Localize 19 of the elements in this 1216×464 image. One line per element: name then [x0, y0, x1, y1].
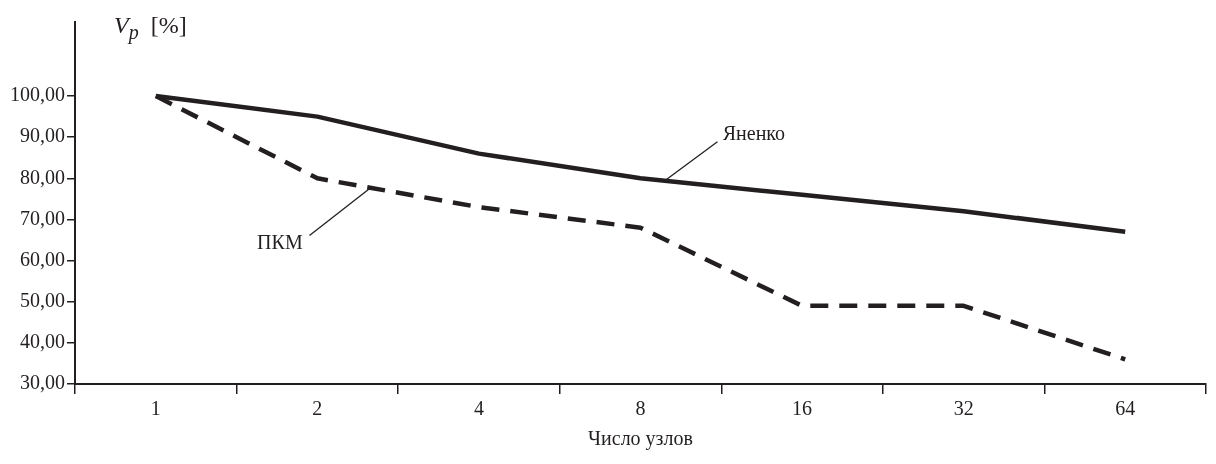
y-tick-label: 50,00 [20, 288, 65, 311]
x-tick-label: 16 [792, 397, 813, 420]
y-axis-title: V$_{p}$ [%] [114, 12, 187, 44]
y-tick-label: 30,00 [20, 371, 65, 394]
y-tick-label: 40,00 [20, 330, 65, 353]
y-tick-label: 90,00 [20, 124, 65, 147]
y-tick-label: 60,00 [20, 247, 65, 270]
x-axis-title: Число узлов [588, 427, 693, 451]
y-tick-label: 80,00 [20, 165, 65, 188]
x-tick-label: 32 [953, 397, 974, 420]
x-tick-label: 64 [1115, 397, 1136, 420]
y-tick-label: 100,00 [10, 83, 65, 106]
x-tick-label: 2 [312, 397, 323, 420]
text: ПКМ [257, 231, 303, 254]
text: Яненко [722, 122, 786, 145]
x-tick-label: 1 [150, 397, 161, 420]
y-tick-label: 70,00 [20, 206, 65, 229]
x-tick-label: 8 [635, 397, 646, 420]
x-tick-label: 4 [473, 397, 484, 420]
